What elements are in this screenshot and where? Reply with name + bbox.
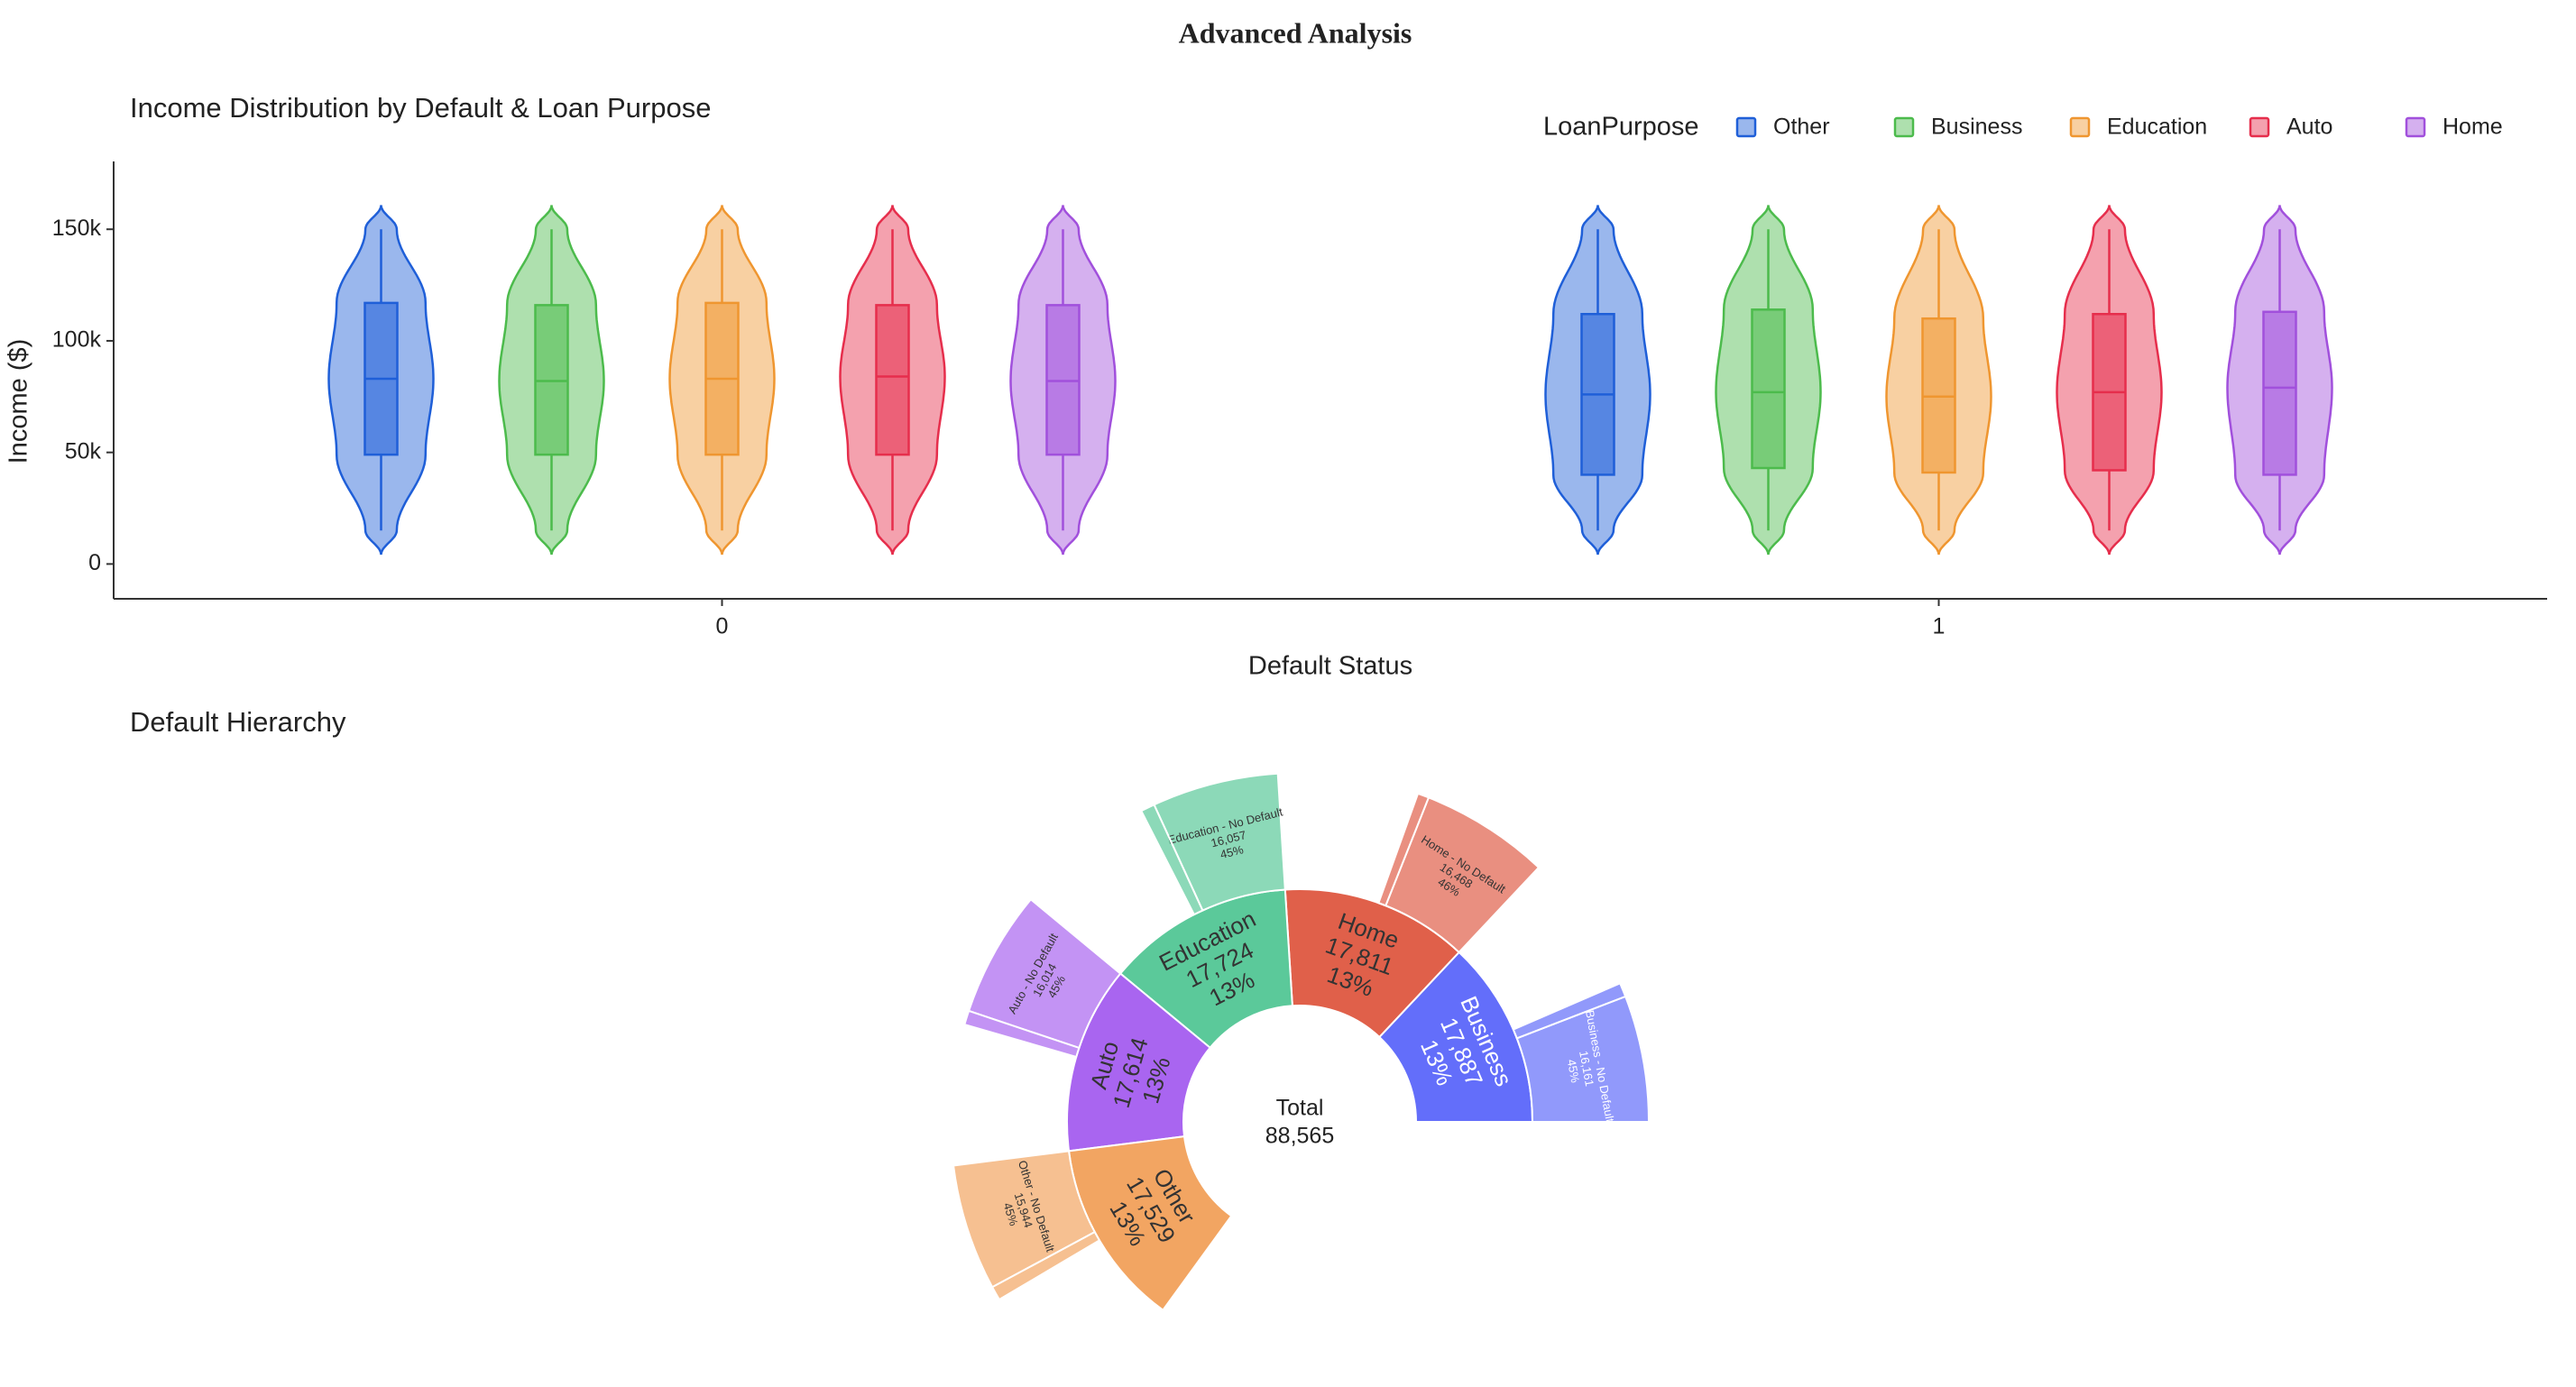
legend-label: Home bbox=[2443, 115, 2503, 140]
y-tick-label: 150k bbox=[52, 216, 102, 241]
sunburst-slice bbox=[990, 1230, 1101, 1301]
box bbox=[875, 304, 910, 456]
sunburst-slice bbox=[963, 1009, 1081, 1059]
slice-text: 45% bbox=[1565, 1058, 1583, 1084]
center-label: Total bbox=[1276, 1096, 1324, 1121]
center-value: 88,565 bbox=[1265, 1124, 1334, 1149]
legend-label: Auto bbox=[2286, 115, 2332, 140]
legend-label: Other bbox=[1773, 115, 1830, 140]
sunburst-slice bbox=[1512, 981, 1627, 1040]
figure-title: Advanced Analysis bbox=[1179, 16, 1412, 49]
legend-swatch bbox=[2069, 116, 2091, 138]
slice-text: 45% bbox=[1219, 842, 1245, 861]
legend-title: LoanPurpose bbox=[1543, 113, 1699, 142]
legend-swatch bbox=[2249, 116, 2270, 138]
y-tick-label: 100k bbox=[52, 327, 102, 353]
x-tick-label: 1 bbox=[1933, 614, 1946, 639]
y-axis-label: Income ($) bbox=[5, 339, 33, 464]
sunburst-slice bbox=[1377, 792, 1431, 907]
x-axis-label: Default Status bbox=[1248, 652, 1412, 681]
box bbox=[2262, 310, 2297, 476]
legend-label: Education bbox=[2107, 115, 2207, 140]
legend-swatch bbox=[1893, 116, 1915, 138]
slice-text: 16,161 bbox=[1577, 1050, 1596, 1088]
y-tick-label: 50k bbox=[65, 438, 102, 464]
sunburst-slice bbox=[1139, 803, 1204, 916]
y-tick-label: 0 bbox=[88, 550, 101, 575]
legend-swatch bbox=[1735, 116, 1757, 138]
legend-swatch bbox=[2405, 116, 2426, 138]
box bbox=[1751, 308, 1786, 470]
chart-title: Income Distribution by Default & Loan Pu… bbox=[130, 92, 711, 124]
x-tick-label: 0 bbox=[716, 614, 729, 639]
chart-title: Default Hierarchy bbox=[130, 706, 346, 738]
legend-label: Business bbox=[1931, 115, 2022, 140]
